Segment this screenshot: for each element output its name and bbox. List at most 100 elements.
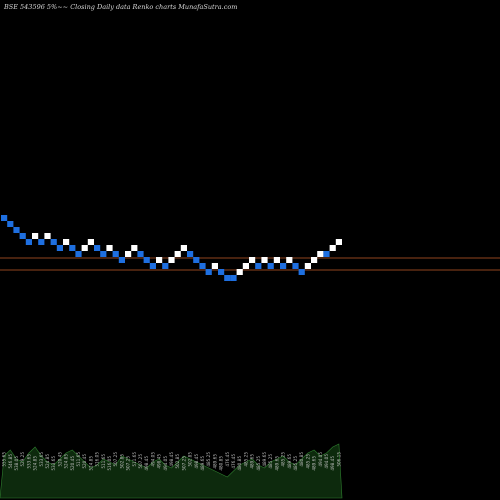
brick-value-label: 489.65	[312, 456, 317, 471]
renko-brick	[236, 269, 243, 275]
brick-value-label: 485.25	[206, 452, 211, 467]
brick-value-label: 516.05	[95, 452, 100, 467]
brick-value-label: 506.15	[336, 452, 341, 467]
brick-value-label: 502.85	[119, 454, 124, 469]
brick-value-label: 498.45	[330, 456, 335, 471]
renko-brick	[211, 263, 218, 269]
brick-value-label: 524.85	[45, 454, 50, 469]
renko-brick	[242, 263, 249, 269]
brick-value-label: 533.65	[51, 456, 56, 471]
renko-brick	[193, 257, 200, 263]
renko-brick	[224, 275, 231, 281]
renko-brick	[63, 239, 70, 245]
renko-brick	[19, 233, 26, 239]
brick-value-label: 507.25	[181, 456, 186, 471]
renko-brick	[156, 257, 163, 263]
brick-value-label: 476.45	[225, 452, 230, 467]
renko-brick	[335, 239, 342, 245]
brick-value-label: 489.65	[200, 456, 205, 471]
brick-value-label: 494.05	[324, 454, 329, 469]
renko-brick	[249, 257, 256, 263]
brick-value-labels: 555.65 546.85 538.05 529.25 533.65 524.85 533.…	[2, 452, 342, 471]
renko-brick	[162, 263, 169, 269]
renko-brick	[267, 263, 274, 269]
volume-area	[0, 443, 343, 499]
brick-value-label: 516.05	[107, 456, 112, 471]
renko-brick	[32, 233, 39, 239]
renko-brick	[81, 245, 88, 251]
brick-value-label: 498.45	[194, 454, 199, 469]
brick-value-label: 511.65	[76, 452, 81, 467]
brick-value-label: 494.05	[163, 456, 168, 471]
brick-value-label: 555.65	[2, 452, 7, 467]
renko-brick	[1, 215, 8, 221]
renko-brick	[187, 251, 194, 257]
renko-brick	[205, 269, 212, 275]
renko-brick	[38, 239, 45, 245]
brick-value-label: 524.85	[88, 456, 93, 471]
brick-value-label: 494.05	[318, 452, 323, 467]
brick-value-label: 533.65	[26, 454, 31, 469]
renko-brick	[131, 245, 138, 251]
brick-value-label: 485.25	[293, 456, 298, 471]
renko-brick	[286, 257, 293, 263]
renko-brick	[106, 245, 113, 251]
renko-brick	[174, 251, 181, 257]
brick-value-label: 485.25	[281, 452, 286, 467]
brick-value-label: 511.65	[132, 452, 137, 467]
brick-value-label: 507.25	[138, 454, 143, 469]
brick-value-label: 489.65	[274, 456, 279, 471]
renko-brick	[50, 239, 57, 245]
brick-value-label: 489.65	[250, 454, 255, 469]
chart-title: BSE 543596 5%~~ Closing Daily data Renko…	[4, 3, 238, 11]
brick-value-label: 538.05	[14, 456, 19, 471]
renko-brick	[180, 245, 187, 251]
renko-brick	[261, 257, 268, 263]
brick-value-label: 533.65	[39, 452, 44, 467]
brick-value-label: 546.85	[8, 454, 13, 469]
brick-value-label: 520.45	[82, 454, 87, 469]
renko-brick	[218, 269, 225, 275]
renko-brick	[255, 263, 262, 269]
brick-value-label: 476.45	[231, 454, 236, 469]
brick-value-label: 485.25	[268, 454, 273, 469]
brick-value-label: 511.65	[101, 454, 106, 469]
renko-brick	[118, 257, 125, 263]
brick-value-label: 485.25	[305, 454, 310, 469]
brick-value-label: 529.25	[20, 452, 25, 467]
brick-value-label: 480.85	[299, 452, 304, 467]
renko-brick	[125, 251, 132, 257]
renko-brick	[100, 251, 107, 257]
brick-value-label: 489.65	[287, 454, 292, 469]
renko-brick	[143, 257, 150, 263]
renko-brick	[87, 239, 94, 245]
brick-value-label: 489.65	[262, 452, 267, 467]
brick-value-label: 507.25	[113, 452, 118, 467]
renko-brick	[25, 239, 32, 245]
volume-area-path	[0, 443, 343, 499]
renko-brick	[149, 263, 156, 269]
brick-value-label: 485.25	[243, 452, 248, 467]
renko-brick	[168, 257, 175, 263]
renko-brick	[75, 251, 82, 257]
renko-brick	[317, 251, 324, 257]
brick-value-label: 480.85	[219, 456, 224, 471]
renko-brick	[280, 263, 287, 269]
renko-brick	[44, 233, 51, 239]
renko-brick	[112, 251, 119, 257]
renko-brick	[7, 221, 14, 227]
renko-brick	[199, 263, 206, 269]
renko-brick	[311, 257, 318, 263]
brick-value-label: 498.45	[144, 456, 149, 471]
brick-value-label: 507.25	[126, 456, 131, 471]
renko-brick	[230, 275, 237, 281]
renko-brick	[304, 263, 311, 269]
brick-value-label: 498.45	[169, 452, 174, 467]
renko-brick	[329, 245, 336, 251]
brick-value-label: 489.65	[212, 454, 217, 469]
brick-value-label: 494.05	[150, 452, 155, 467]
renko-brick	[94, 245, 101, 251]
brick-value-label: 520.45	[70, 456, 75, 471]
